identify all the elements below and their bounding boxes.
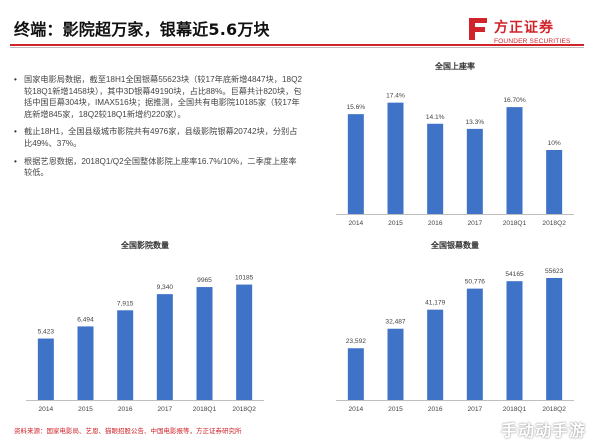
tick-label: 2018Q1 xyxy=(193,406,217,413)
chart-title: 全国银幕数量 xyxy=(430,240,479,250)
data-label: 23,592 xyxy=(346,338,367,345)
bar xyxy=(196,287,213,400)
bullet-list: 国家电影局数据，截至18H1全国银幕55623块（较17年底新增4847块，18… xyxy=(14,74,304,185)
bar xyxy=(236,284,253,400)
tick-label: 2018Q2 xyxy=(542,220,566,227)
bar xyxy=(387,328,404,400)
tick-label: 2014 xyxy=(38,406,53,413)
bar xyxy=(347,114,364,214)
chart-title: 全国影院数量 xyxy=(120,240,169,250)
chart-title: 全国上座率 xyxy=(434,61,475,71)
data-label: 41,179 xyxy=(425,300,446,307)
data-label: 5,423 xyxy=(38,329,55,336)
logo-text-en: FOUNDER SECURITIES xyxy=(494,38,571,45)
bar xyxy=(506,107,523,214)
tick-label: 2015 xyxy=(388,220,403,227)
data-label: 9,340 xyxy=(157,284,174,291)
bar xyxy=(466,288,483,400)
tick-label: 2014 xyxy=(348,220,363,227)
bar xyxy=(117,310,134,400)
chart-cinema-count: 全国影院数量 5,423 2014 6,494 2015 7,915 2016 9,340 20… xyxy=(14,234,276,420)
tick-label: 2017 xyxy=(157,406,172,413)
bullet-item: 根据艺恩数据，2018Q1/Q2全国整体影院上座率16.7%/10%，二季度上座… xyxy=(14,156,304,179)
data-label: 55623 xyxy=(545,268,564,275)
bar xyxy=(466,128,483,214)
bar xyxy=(546,150,563,214)
bar xyxy=(347,348,364,400)
data-label: 9965 xyxy=(197,277,212,284)
tick-label: 2016 xyxy=(428,406,443,413)
tick-label: 2016 xyxy=(428,220,443,227)
bar xyxy=(427,309,444,400)
data-label: 6,494 xyxy=(77,316,94,323)
data-label: 14.1% xyxy=(426,114,445,121)
data-label: 13.3% xyxy=(465,119,484,126)
header-rule xyxy=(10,44,584,46)
bar xyxy=(156,294,173,400)
chart-attendance-rate: 全国上座率 15.6% 2014 17.4% 2015 14.1% 2016 13.3% 201… xyxy=(324,58,586,230)
bar xyxy=(37,338,54,400)
data-label: 32,487 xyxy=(385,319,406,326)
header-rule-thin xyxy=(10,47,584,48)
tick-label: 2018Q1 xyxy=(503,406,527,413)
data-label: 7,915 xyxy=(117,300,134,307)
data-label: 10185 xyxy=(235,275,254,282)
logo-text-cn: 方正证券 xyxy=(494,20,554,36)
tick-label: 2018Q2 xyxy=(232,406,256,413)
founder-securities-logo: 方正证券 FOUNDER SECURITIES xyxy=(466,14,582,50)
bar xyxy=(427,123,444,214)
tick-label: 2014 xyxy=(348,406,363,413)
bar xyxy=(77,326,94,400)
tick-label: 2015 xyxy=(388,406,403,413)
tick-label: 2017 xyxy=(467,220,482,227)
chart-screen-count: 全国银幕数量 23,592 2014 32,487 2015 41,179 2016 50,7… xyxy=(324,234,586,420)
tick-label: 2017 xyxy=(467,406,482,413)
tick-label: 2015 xyxy=(78,406,93,413)
data-label: 17.4% xyxy=(386,93,405,100)
data-label: 16.70% xyxy=(503,97,526,104)
bar xyxy=(546,277,563,400)
data-label: 10% xyxy=(548,140,561,147)
bar xyxy=(506,281,523,400)
data-label: 15.6% xyxy=(346,104,365,111)
bar xyxy=(387,102,404,214)
tick-label: 2016 xyxy=(118,406,133,413)
bullet-item: 国家电影局数据，截至18H1全国银幕55623块（较17年底新增4847块，18… xyxy=(14,74,304,120)
founder-logo-icon xyxy=(469,18,487,40)
data-label: 54165 xyxy=(505,271,524,278)
bullet-item: 截止18H1，全国县级城市影院共有4976家，县级影院银幕20742块，分别占比… xyxy=(14,126,304,149)
data-label: 50,776 xyxy=(465,279,486,286)
tick-label: 2018Q2 xyxy=(542,406,566,413)
tick-label: 2018Q1 xyxy=(503,220,527,227)
page-title: 终端：影院超万家，银幕近5.6万块 xyxy=(14,20,270,39)
watermark: 手动动手游 xyxy=(500,421,586,440)
source-note: 资料来源：国家电影局、艺恩、猫眼招股公告、中国电影报等，方正证券研究所 xyxy=(14,428,242,435)
